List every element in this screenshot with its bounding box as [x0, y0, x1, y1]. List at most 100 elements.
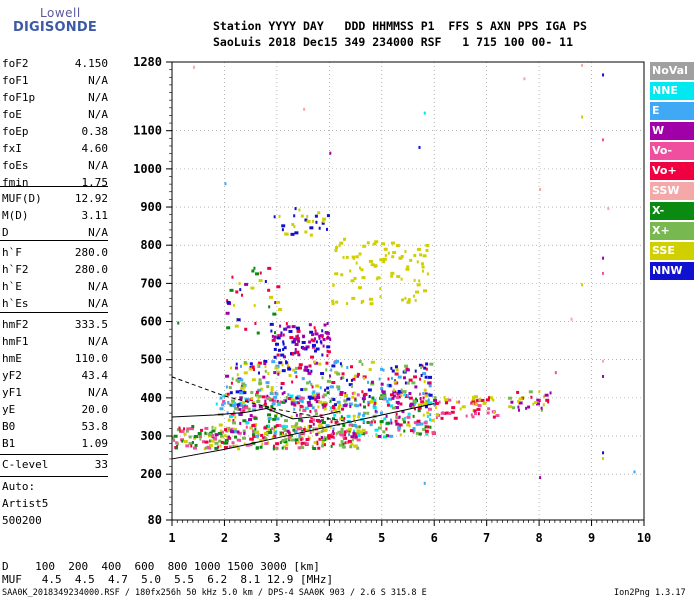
param-row: hmF1 N/A	[0, 335, 108, 349]
echo-point	[381, 389, 384, 393]
echo-point	[272, 447, 275, 451]
echo-point	[345, 378, 348, 382]
echo-point	[252, 404, 257, 408]
param-value: 4.60	[81, 142, 109, 155]
echo-point	[229, 288, 234, 292]
echo-point	[237, 380, 241, 384]
param-value: 280.0	[74, 263, 108, 276]
echo-point	[355, 425, 360, 429]
param-value: 333.5	[74, 318, 108, 331]
echo-point	[353, 276, 357, 280]
echo-point	[312, 422, 315, 426]
echo-point	[473, 412, 477, 416]
echo-point	[282, 427, 287, 431]
param-value: N/A	[88, 280, 108, 293]
x-tick-label: 8	[535, 531, 542, 545]
echo-point	[401, 409, 405, 413]
echo-point	[291, 380, 294, 384]
echo-point	[255, 272, 260, 276]
echo-point	[470, 413, 473, 417]
echo-point	[256, 331, 260, 335]
param-label: D	[2, 226, 9, 239]
echo-point	[353, 374, 357, 378]
echo-point	[391, 369, 395, 373]
param-value: N/A	[88, 74, 108, 87]
echo-point	[287, 397, 292, 401]
echo-point	[194, 443, 198, 447]
param-row: yF2 43.4	[0, 369, 108, 383]
echo-point	[267, 413, 272, 417]
echo-point	[280, 386, 283, 390]
echo-point	[353, 444, 358, 448]
echo-point	[309, 430, 312, 434]
echo-point	[435, 412, 439, 416]
echo-point	[183, 432, 187, 436]
echo-point	[274, 414, 278, 418]
echo-point	[406, 423, 410, 427]
echo-point	[407, 412, 411, 416]
echo-point	[352, 414, 356, 418]
echo-point	[303, 368, 308, 372]
echo-point	[534, 401, 538, 405]
footer-file-info: SAA0K_2018349234000.RSF / 180fx256h 50 k…	[2, 588, 427, 598]
echo-point	[332, 408, 337, 412]
echo-point	[227, 400, 230, 404]
echo-point	[317, 405, 320, 409]
echo-point	[261, 395, 266, 399]
echo-point	[380, 382, 384, 386]
legend-item: X+	[650, 222, 694, 240]
param-value: N/A	[88, 226, 108, 239]
echo-point	[517, 399, 520, 403]
echo-point	[283, 390, 286, 394]
param-label: B1	[2, 437, 16, 450]
echo-point	[545, 398, 550, 402]
echo-point	[293, 407, 296, 411]
echo-point	[234, 435, 238, 439]
echo-point	[295, 350, 300, 354]
echo-point	[180, 430, 185, 434]
echo-point	[412, 294, 415, 298]
echo-point	[341, 407, 345, 411]
echo-point	[219, 444, 222, 448]
echo-point	[277, 372, 280, 376]
echo-point	[251, 378, 256, 382]
echo-point	[391, 406, 396, 410]
echo-point	[287, 431, 291, 435]
echo-point	[232, 419, 235, 423]
y-tick-label: 500	[140, 353, 162, 367]
echo-point	[274, 366, 279, 370]
echo-point	[349, 445, 353, 449]
echo-point	[322, 393, 327, 397]
echo-point	[358, 266, 361, 270]
echo-point	[305, 345, 310, 349]
param-label: h`E	[2, 280, 22, 293]
chart-grid	[172, 62, 644, 520]
echo-point	[302, 334, 306, 338]
echo-point	[309, 397, 312, 401]
echo-point	[289, 352, 292, 356]
echo-point	[428, 401, 433, 405]
echo-point	[192, 446, 197, 450]
echo-point	[334, 272, 339, 276]
echo-point	[298, 433, 301, 437]
echo-point	[327, 434, 332, 438]
param-row: B0 53.8	[0, 420, 108, 434]
echo-point	[350, 279, 355, 283]
echo-point	[482, 401, 487, 405]
echo-point	[254, 321, 257, 325]
echo-point	[346, 366, 349, 370]
echo-point	[307, 371, 312, 375]
echo-point	[306, 401, 311, 405]
echo-point	[301, 419, 304, 423]
echo-point	[347, 439, 352, 443]
echo-point	[337, 406, 341, 410]
echo-point	[523, 77, 526, 81]
echo-point	[473, 409, 477, 413]
param-row: h`F2 280.0	[0, 263, 108, 277]
echo-point	[412, 399, 417, 403]
echo-point	[348, 429, 351, 433]
echo-point	[394, 372, 399, 376]
legend-item: W	[650, 122, 694, 140]
echo-point	[267, 428, 270, 432]
echo-point	[602, 271, 605, 275]
